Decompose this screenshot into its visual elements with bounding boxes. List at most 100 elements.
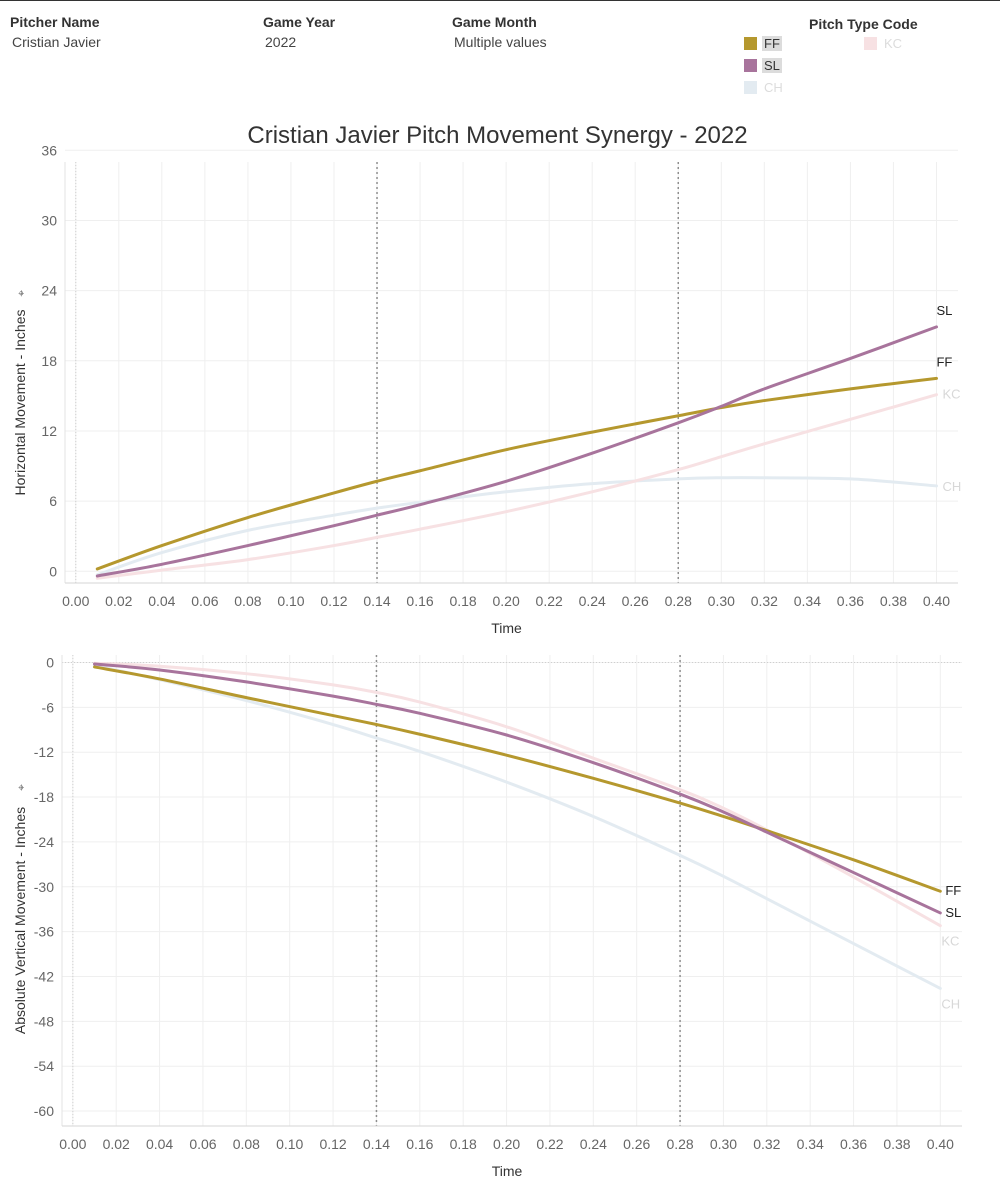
legend-swatch [744, 37, 757, 50]
x-tick-label: 0.02 [103, 1136, 130, 1152]
series-line-ff [93, 665, 942, 893]
y-tick-label: 30 [41, 212, 57, 228]
x-tick-label: 0.36 [840, 1136, 867, 1152]
x-tick-label: 0.06 [189, 1136, 216, 1152]
x-tick-label: 0.40 [927, 1136, 954, 1152]
series-line-sl [95, 325, 938, 578]
x-axis-title: Time [491, 620, 522, 636]
x-tick-label: 0.26 [623, 1136, 650, 1152]
x-tick-label: 0.28 [665, 593, 692, 609]
series-line-ff [95, 376, 938, 571]
x-tick-label: 0.18 [450, 1136, 477, 1152]
legend-swatch [744, 81, 757, 94]
filter-value[interactable]: 2022 [265, 34, 297, 50]
end-label-ff: FF [936, 354, 952, 369]
y-tick-label: 6 [49, 493, 57, 509]
horizontal-movement-chart: 0.00 0.02 0.04 0.06 0.08 0.10 0.12 0.14 0.16 0.18… [12, 142, 961, 636]
end-label-ch: CH [941, 996, 960, 1011]
x-tick-label: 0.06 [191, 593, 218, 609]
end-label-sl: SL [936, 303, 952, 318]
pitcher-name-filter[interactable]: Pitcher Name Cristian Javier [10, 14, 101, 50]
y-tick-label: 0 [46, 654, 54, 670]
end-label-ch: CH [942, 479, 961, 494]
x-tick-label: 0.12 [319, 1136, 346, 1152]
y-tick-label: -42 [34, 968, 54, 984]
series-line-kc [95, 393, 938, 580]
y-axis-title: Absolute Vertical Movement - Inches [12, 807, 28, 1034]
x-tick-label: 0.02 [105, 593, 132, 609]
end-label-kc: KC [942, 387, 960, 402]
x-tick-label: 0.38 [880, 593, 907, 609]
gridlines [62, 655, 962, 1126]
x-tick-label: 0.14 [363, 1136, 390, 1152]
x-tick-label: 0.24 [580, 1136, 607, 1152]
y-tick-label: 36 [41, 142, 57, 158]
end-label-sl: SL [945, 905, 961, 920]
legend-title: Pitch Type Code [809, 16, 918, 32]
x-tick-label: 0.12 [320, 593, 347, 609]
legend-item-sl[interactable]: SL [744, 58, 782, 73]
y-tick-label: -6 [42, 699, 55, 715]
filter-label: Game Year [263, 14, 336, 30]
x-tick-label: 0.24 [579, 593, 606, 609]
x-tick-label: 0.38 [883, 1136, 910, 1152]
y-tick-label: -48 [34, 1013, 54, 1029]
game-month-filter[interactable]: Game Month Multiple values [452, 14, 547, 50]
x-tick-label: 0.20 [493, 1136, 520, 1152]
y-tick-label: 12 [41, 423, 57, 439]
legend-item-ff[interactable]: FF [744, 36, 782, 51]
y-axis-title: Horizontal Movement - Inches [12, 310, 28, 496]
x-tick-label: 0.30 [708, 593, 735, 609]
x-tick-label: 0.16 [406, 1136, 433, 1152]
series-line-ch [95, 476, 938, 577]
filter-label: Pitcher Name [10, 14, 100, 30]
x-tick-label: 0.32 [753, 1136, 780, 1152]
x-tick-label: 0.08 [233, 1136, 260, 1152]
x-tick-label: 0.26 [622, 593, 649, 609]
y-tick-label: -18 [34, 789, 54, 805]
legend-label: FF [762, 36, 782, 51]
filter-label: Game Month [452, 14, 537, 30]
x-axis-title: Time [492, 1163, 523, 1179]
game-year-filter[interactable]: Game Year 2022 [263, 14, 335, 50]
x-tick-label: 0.22 [536, 1136, 563, 1152]
filter-value[interactable]: Cristian Javier [12, 34, 101, 50]
x-tick-label: 0.08 [234, 593, 261, 609]
legend-label: KC [884, 36, 903, 51]
y-tick-label: -12 [34, 744, 54, 760]
chart-title: Cristian Javier Pitch Movement Synergy -… [247, 122, 748, 149]
x-tick-label: 0.04 [148, 593, 175, 609]
x-tick-label: 0.22 [536, 593, 563, 609]
pin-icon: ⌖ [14, 290, 28, 297]
x-tick-label: 0.30 [710, 1136, 737, 1152]
y-tick-label: -36 [34, 924, 54, 940]
y-tick-label: 24 [41, 283, 57, 299]
legend-swatch [744, 59, 757, 72]
y-tick-label: -24 [34, 834, 54, 850]
pin-icon: ⌖ [14, 784, 28, 791]
legend-label: SL [762, 58, 782, 73]
x-tick-label: 0.04 [146, 1136, 173, 1152]
end-label-kc: KC [941, 934, 959, 949]
legend-item-kc[interactable]: KC [864, 36, 904, 51]
end-label-ff: FF [945, 883, 961, 898]
x-tick-label: 0.10 [277, 593, 304, 609]
series-line-ch [93, 663, 942, 990]
x-tick-label: 0.00 [62, 593, 89, 609]
top-divider [0, 0, 1000, 1]
vertical-movement-chart: 0.00 0.02 0.04 0.06 0.08 0.10 0.12 0.14 0.16 0.18… [12, 654, 962, 1179]
y-tick-label: 18 [41, 353, 57, 369]
x-tick-label: 0.16 [406, 593, 433, 609]
filter-value[interactable]: Multiple values [454, 34, 547, 50]
x-tick-label: 0.18 [449, 593, 476, 609]
x-tick-label: 0.10 [276, 1136, 303, 1152]
x-tick-label: 0.34 [794, 593, 821, 609]
y-tick-label: -30 [34, 879, 54, 895]
legend-item-ch[interactable]: CH [744, 80, 785, 95]
legend-swatch [864, 37, 877, 50]
series-line-sl [93, 662, 942, 915]
x-tick-label: 0.40 [923, 593, 950, 609]
legend-label: CH [764, 80, 783, 95]
x-tick-label: 0.34 [797, 1136, 824, 1152]
